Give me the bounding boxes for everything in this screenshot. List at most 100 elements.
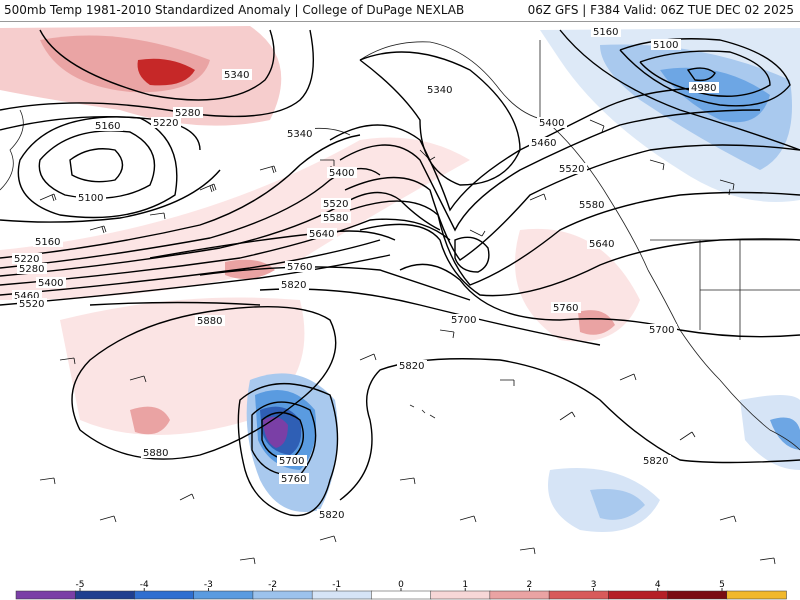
contour-5460-trough [339,109,761,232]
color-scale-swatch [15,590,76,600]
color-scale-tick-label: -4 [140,580,149,590]
contour-5640-trough [359,223,800,297]
contour-label: 5580 [579,200,604,211]
contour-5160-ne [559,29,800,151]
color-scale-tick-label: 5 [719,580,725,590]
contour-5340-nw [39,29,275,101]
contour-5880-west [89,301,261,306]
wind-barb [89,225,107,234]
siberia-coastline [0,109,24,191]
wind-barb [439,329,455,339]
color-scale-bar: -5 -4 -3 -2 -1 0 1 2 3 4 5 [0,577,800,600]
contour-label: 5400 [329,168,354,179]
color-scale-swatch [134,590,195,600]
bc-coastline [544,119,649,271]
color-scale-tick-label: 2 [527,580,533,590]
contour-label: 5400 [38,278,63,289]
model-run-info: 06Z GFS | F384 Valid: 06Z TUE DEC 02 202… [527,3,794,17]
wind-barb [149,212,166,220]
contour-label: 5220 [14,254,39,265]
hawaii-islands [409,404,436,419]
anomaly-map: 5340 5280 5220 5160 5100 5160 5220 5280 … [0,22,800,576]
contour-5220-w [0,134,361,259]
wind-barb [589,119,605,133]
color-scale-tick-label: 4 [655,580,661,590]
contour-5340-w [0,191,441,277]
contour-label: 5640 [309,229,334,240]
wind-barb [259,165,277,174]
contour-5700-trough [399,263,800,338]
wind-barb [59,357,76,365]
warm-anomaly-patch-3 [578,310,615,335]
contour-5340-alaska [359,51,521,186]
contour-label: 5280 [19,264,44,275]
contour-5040-ne [639,50,771,97]
contour-5880-subtropical [71,305,337,460]
color-scale-swatch [74,590,136,600]
wind-barb [99,515,117,523]
contour-label: 5220 [153,118,178,129]
contour-label: 5400 [539,118,564,129]
contour-label: 5340 [224,70,249,81]
contour-5220-low [17,116,178,219]
color-scale-tick-label: 1 [462,580,468,590]
contour-5580-trough [349,191,800,286]
contour-label: 5340 [287,129,312,140]
wind-barb [559,411,576,421]
height-contours [0,29,800,517]
wind-barb [179,493,195,501]
contour-5820-east [339,358,800,501]
contour-4980-ne [686,67,716,82]
color-scale-swatch [726,590,787,600]
wind-barb [239,557,256,565]
contour-labels: 5340 5280 5220 5160 5100 5160 5220 5280 … [12,26,719,521]
coastlines [0,40,800,451]
color-scale-tick-label: 3 [591,580,597,590]
color-scale-tick-label: -1 [332,580,341,590]
contour-label: 5520 [559,164,584,175]
contour-5760-cutoff-low [251,401,317,476]
contour-label: 5460 [14,291,39,302]
wind-barb [319,535,337,543]
contour-5400-w [0,218,451,286]
wind-barb [469,229,486,237]
color-scale-swatch [193,590,254,600]
contour-label: 5700 [451,315,476,326]
contour-label: 5640 [589,239,614,250]
wind-barb [39,477,56,485]
contour-label: 5760 [281,474,306,485]
warm-band [0,137,470,300]
wind-barb [399,477,416,485]
contour-5700-cutoff-low [261,411,304,461]
contour-label: 5880 [197,316,222,327]
contour-5520-w [0,254,391,306]
color-scale-swatch [608,590,669,600]
wind-barb [679,431,696,441]
contour-label: 5880 [143,448,168,459]
contour-5160-w [0,169,221,223]
contour-5460-w [0,239,381,296]
contour-label: 5280 [175,108,200,119]
contour-5160-low [38,130,156,199]
contour-label: 5520 [19,299,44,310]
contour-5700-cutoff [454,236,490,273]
wind-barb [719,515,737,523]
contour-5820-mid [259,288,601,346]
wind-barb [359,353,377,361]
contour-label: 5760 [553,303,578,314]
map-header: 500mb Temp 1981-2010 Standardized Anomal… [0,0,800,22]
cold-anomaly-cutoff-core [263,416,288,448]
wind-barb [500,379,515,386]
strong-warm-anomaly [137,58,195,86]
color-scale-tick-label: -2 [268,580,277,590]
map-title: 500mb Temp 1981-2010 Standardized Anomal… [4,3,465,17]
contour-label: 5700 [279,456,304,467]
contour-label: 5520 [323,199,348,210]
contour-5280-nw [0,29,315,118]
wind-barb [759,557,776,565]
contour-label: 4980 [691,83,716,94]
wind-barb [199,183,217,193]
wind-barb [619,373,637,381]
color-scale-swatch [311,590,373,600]
